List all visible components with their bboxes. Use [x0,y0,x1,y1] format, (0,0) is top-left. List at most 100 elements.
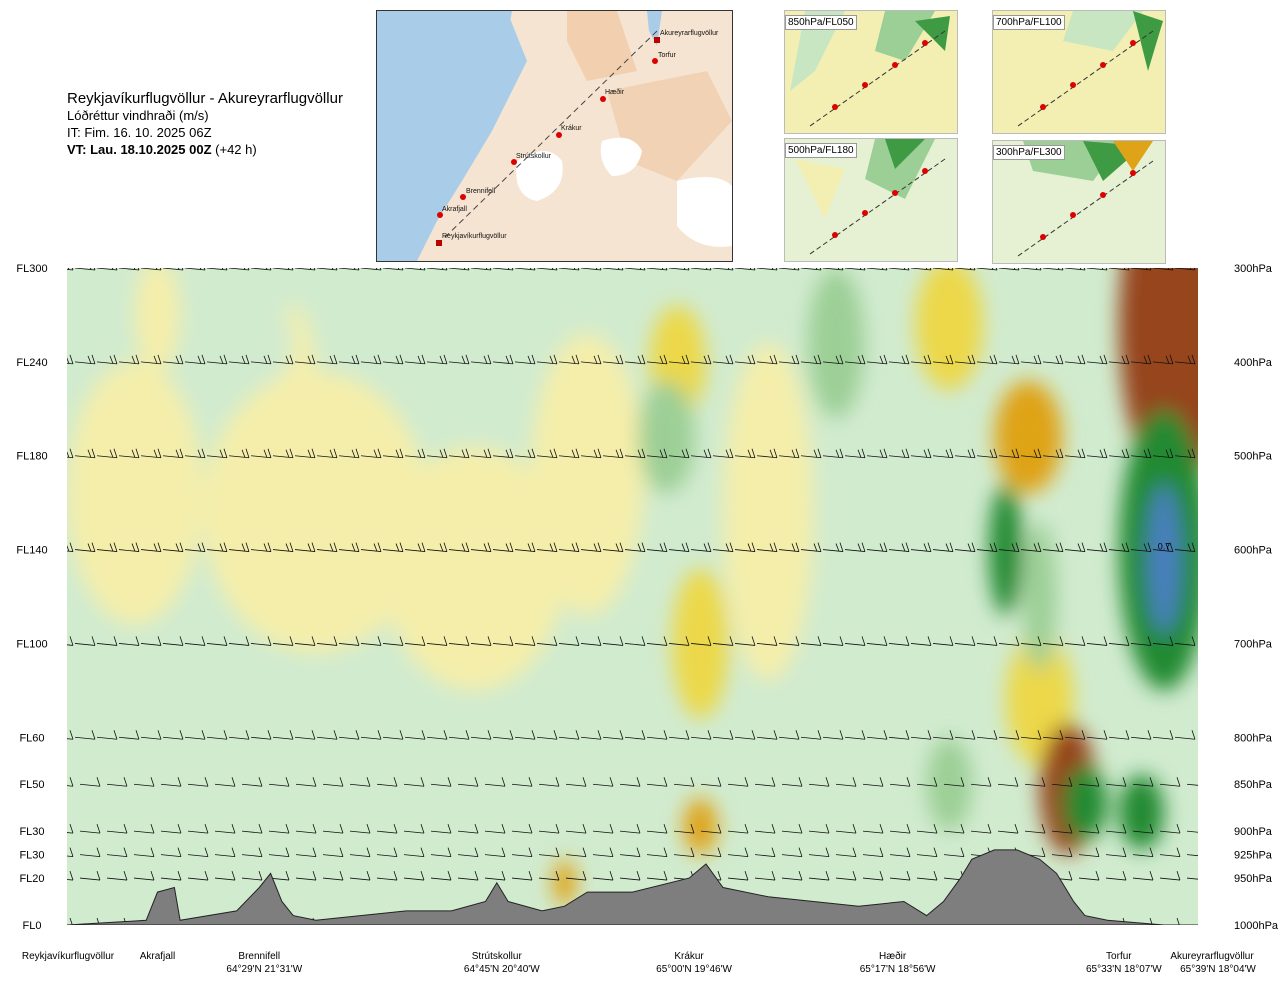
wind-barb [1186,854,1198,857]
wind-barb [844,730,866,740]
wind-barb [1042,542,1064,552]
wind-barb [756,354,778,365]
wind-barb [646,824,668,834]
y-axis-left: FL300 FL240 FL180 FL140 FL100 FL60 FL50 FL30 FL3… [16,263,47,932]
wind-barb [316,268,338,271]
wind-barb [228,448,250,459]
wind-barb [74,448,96,459]
wind-barb [511,847,533,858]
wind-barb [976,268,998,271]
wind-barb [187,847,209,858]
wind-barb [338,730,360,740]
wind-barb [954,354,976,365]
wind-barb [800,636,822,646]
thumbnail-700hpa[interactable]: 700hPa/FL100 [992,10,1166,134]
variable-label: Lóðréttur vindhraði (m/s) [67,108,209,123]
wind-barb [808,847,830,858]
wind-barb [646,636,668,646]
wind-barb [712,636,734,646]
wind-barb [822,448,844,459]
thumbnail-500hpa[interactable]: 500hPa/FL180 [784,138,958,262]
wind-barb [1042,268,1064,271]
thumbnail-850hpa[interactable]: 850hPa/FL050 [784,10,958,134]
wind-barb [268,777,290,787]
wind-barb [822,268,844,271]
wind-barb [862,847,884,858]
wind-barb [888,354,910,365]
wind-barb [538,870,560,881]
wind-barb [206,448,228,459]
wind-barb [360,268,382,271]
wind-barb [1042,730,1064,740]
wind-barb [1051,824,1073,834]
wind-barb [162,448,184,459]
wind-barb [932,636,954,646]
wind-barb [712,542,734,552]
wind-barb [565,824,587,834]
wind-barb [426,448,448,459]
wind-barb [932,730,954,740]
wind-barb [1051,847,1073,858]
wind-barb [382,636,404,646]
wind-barb [866,268,888,271]
wind-barb [1105,777,1127,787]
wind-barb [976,636,998,646]
wind-barb [162,730,184,740]
thumbnail-300hpa[interactable]: 300hPa/FL300 [992,140,1166,264]
waypoint-coord: 65°39'N 18°04'W [1180,964,1256,975]
wind-barb [322,847,344,858]
wind-barb [800,268,822,271]
wind-barb [1020,636,1042,646]
wind-barb [1130,636,1152,646]
wind-barb [835,824,857,834]
wind-barb [404,448,426,459]
wind-barb [844,354,866,365]
wind-barb [690,354,712,365]
wind-barb [1020,542,1042,552]
wind-barb [668,636,690,646]
wind-barb [1174,636,1196,646]
wind-barb [1108,354,1130,365]
wind-barb [272,448,294,459]
waypoint-label: Strútskollur [472,951,523,962]
wind-barb [822,636,844,646]
wind-barb [140,730,162,740]
wind-barb [712,448,734,459]
pressure-level-label: 850hPa [1234,779,1273,791]
wind-barb [349,824,371,834]
wind-barb [470,268,492,271]
wind-barb [932,542,954,552]
wind-barb [1152,448,1174,459]
wind-barb [457,824,479,834]
wind-barb [580,268,602,271]
plot-area [67,268,1198,925]
wind-barb [602,268,624,271]
flight-level-label: FL50 [19,779,44,791]
wind-barb [295,777,317,787]
issue-time: IT: Fim. 16. 10. 2025 06Z [67,125,212,140]
wind-barb [272,636,294,646]
field-patch [553,859,576,907]
wind-barb [1020,354,1042,365]
wind-barb [184,542,206,552]
wind-barb [448,636,470,646]
wind-barb [624,730,646,740]
wind-barb [778,636,800,646]
wind-barb [756,730,778,740]
wind-barb [565,870,587,881]
wind-barb [1042,354,1064,365]
wind-barb [624,542,646,552]
wind-barb [712,354,734,365]
wind-barb [727,824,749,834]
waypoint-marker [437,212,443,218]
wind-barb [184,636,206,646]
wind-barb [140,636,162,646]
wind-barb [1108,448,1130,459]
wind-barb [376,824,398,834]
waypoint-label: Torfur [1106,951,1132,962]
field-patch [247,305,294,381]
waypoint-coord: 65°00'N 19°46'W [656,964,732,975]
wind-barb [1064,448,1086,459]
pressure-level-label: 700hPa [1234,638,1273,650]
wind-barb [382,354,404,365]
